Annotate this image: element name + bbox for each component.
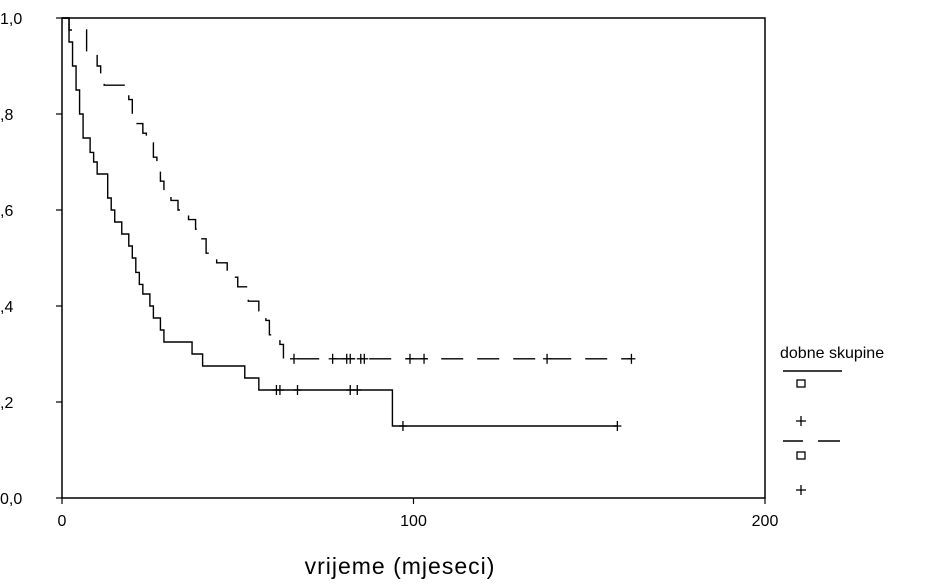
y-tick-label: ,4 — [0, 299, 13, 316]
censor-mark — [398, 421, 407, 431]
censor-mark — [420, 353, 429, 364]
censor-mark — [346, 353, 355, 364]
censor-mark — [346, 385, 355, 395]
censor-mark — [627, 353, 636, 364]
y-tick-label: 1,0 — [0, 11, 22, 28]
censor-mark — [353, 385, 362, 395]
censor-mark — [289, 353, 298, 364]
censor-mark — [275, 385, 284, 395]
y-tick-label: ,8 — [0, 107, 13, 124]
x-tick-label: 0 — [58, 513, 67, 530]
censor-mark — [293, 385, 302, 395]
series-2 — [62, 17, 636, 364]
series-1 — [62, 17, 622, 431]
series-layer — [62, 17, 636, 431]
y-tick-label: ,6 — [0, 203, 13, 220]
censor-mark — [360, 353, 369, 364]
legend-square-marker — [796, 451, 806, 460]
censor-mark — [613, 421, 622, 431]
legend-plus-marker — [796, 416, 806, 426]
series-2-line — [62, 17, 632, 360]
x-axis-label: vrijeme (mjeseci) — [305, 553, 496, 579]
legend-title: dobne skupine — [780, 345, 884, 362]
censor-mark — [543, 353, 552, 364]
legend: dobne skupine — [780, 345, 884, 495]
y-tick-label: 0,0 — [0, 491, 22, 508]
legend-plus-marker — [796, 485, 806, 495]
x-tick-label: 100 — [400, 513, 427, 530]
x-tick-label: 200 — [752, 513, 779, 530]
legend-square-marker — [796, 379, 806, 388]
censor-mark — [405, 353, 414, 364]
y-tick-label: ,2 — [0, 395, 13, 412]
censor-mark — [328, 353, 337, 364]
axes: 0 100 200 0,0 ,2 ,4 ,6 ,8 1,0 — [0, 11, 778, 530]
series-1-line — [62, 17, 618, 427]
